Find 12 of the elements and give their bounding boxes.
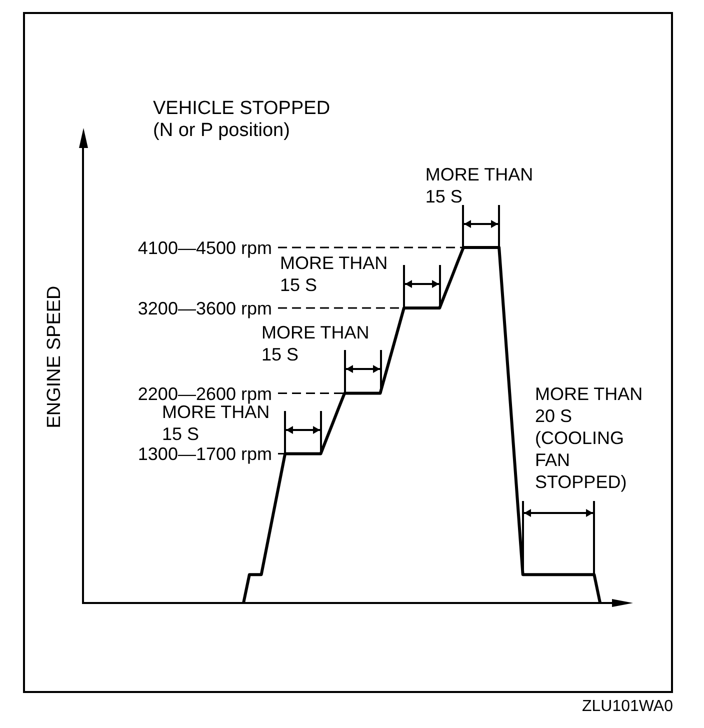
y-axis-title: ENGINE SPEED: [44, 286, 66, 428]
text: ZLU101WA0: [582, 698, 674, 715]
ref-line-label: 2200—2600 rpm: [138, 384, 272, 404]
ref-line-label: 4100—4500 rpm: [138, 238, 272, 258]
chart-title: VEHICLE STOPPED: [153, 98, 330, 119]
chart-subtitle: (N or P position): [153, 120, 290, 141]
annotation: MORE THAN 20 S (COOLING FAN STOPPED): [535, 384, 643, 492]
ref-line-label: 3200—3600 rpm: [138, 298, 272, 318]
annotation: MORE THAN 15 S: [425, 164, 534, 207]
annotation: MORE THAN 15 S: [262, 322, 370, 364]
annotation: MORE THAN 15 S: [280, 252, 388, 295]
ref-line-label: 1300—1700 rpm: [138, 444, 272, 464]
